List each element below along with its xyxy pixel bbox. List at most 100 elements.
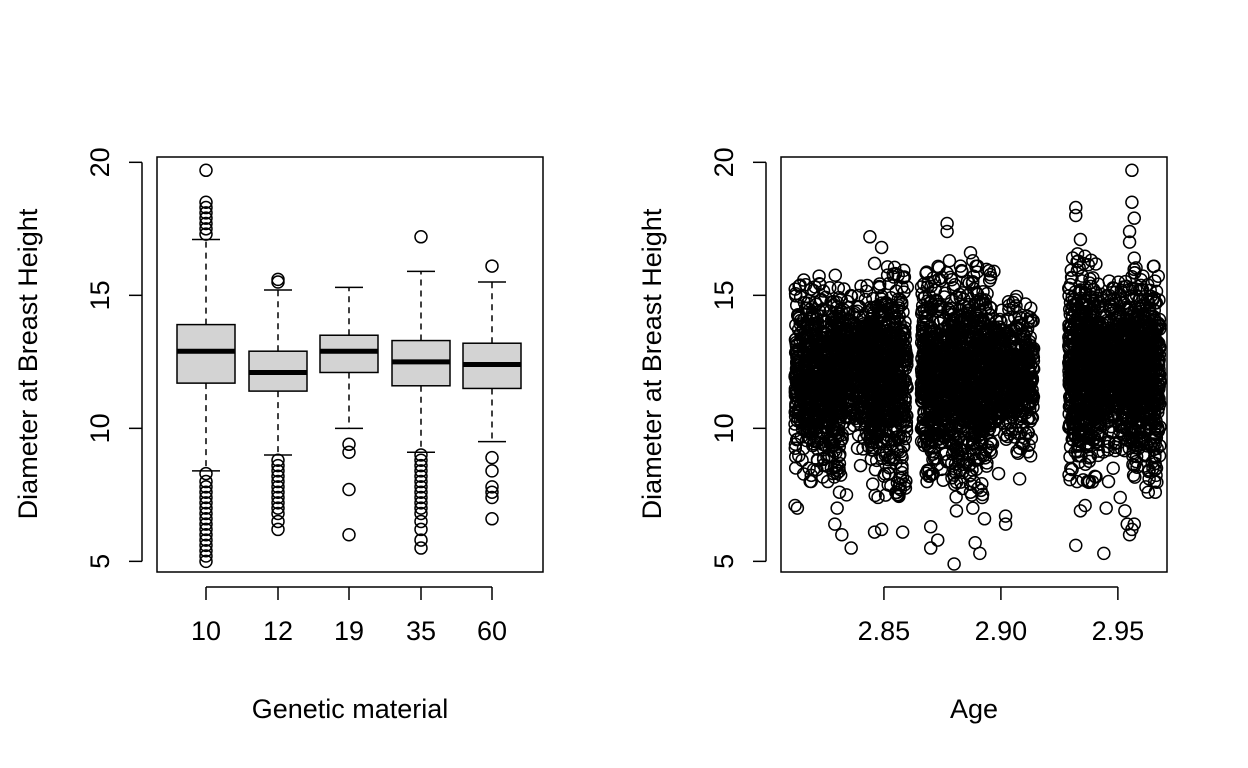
data-point [866, 477, 880, 491]
data-point [830, 394, 845, 409]
data-point [1068, 368, 1083, 382]
data-point [1092, 317, 1107, 332]
outlier-point [271, 458, 285, 473]
outlier-point [414, 506, 428, 521]
data-point [1108, 440, 1123, 454]
outlier-point [199, 222, 213, 236]
data-point [847, 316, 861, 330]
data-point [1000, 429, 1015, 444]
data-point [998, 342, 1013, 357]
data-point [875, 289, 889, 304]
data-point [895, 465, 909, 480]
data-point [813, 277, 827, 292]
data-point [882, 316, 896, 331]
outlier-point [414, 464, 428, 478]
outlier-point [199, 466, 213, 481]
outlier-point [414, 474, 428, 489]
data-point [988, 414, 1003, 429]
data-point [792, 361, 806, 375]
outlier-point [414, 496, 428, 510]
outlier-point [271, 522, 285, 537]
box-19 [319, 286, 379, 542]
data-point [1009, 299, 1023, 313]
data-point [914, 393, 929, 408]
data-point [879, 296, 893, 310]
outlier-point [414, 522, 428, 537]
data-point [869, 435, 884, 450]
data-point [1102, 348, 1116, 363]
data-point [1001, 294, 1016, 309]
outlier-point [199, 543, 213, 558]
data-point [806, 407, 821, 421]
data-point [1023, 449, 1038, 463]
data-point [919, 466, 933, 481]
data-point [807, 388, 821, 402]
x-axis-label: Genetic material [252, 694, 449, 724]
outlier-point [342, 445, 356, 460]
data-point [1068, 393, 1083, 407]
data-point [916, 314, 931, 329]
data-point [864, 367, 878, 382]
data-point [801, 337, 815, 351]
outlier-point [199, 533, 213, 547]
data-point [815, 337, 829, 352]
data-point [1001, 312, 1015, 326]
outlier-point [414, 490, 428, 505]
data-point [964, 333, 978, 347]
data-point [865, 442, 880, 457]
outlier-point [342, 482, 356, 497]
data-point [949, 432, 963, 447]
data-point [1102, 341, 1116, 356]
data-point [788, 441, 803, 455]
data-point [1012, 373, 1027, 388]
data-point [836, 316, 850, 331]
data-point [914, 434, 929, 449]
outlier-point [414, 501, 428, 515]
data-point [880, 350, 894, 365]
box-12 [248, 272, 308, 537]
data-point [804, 468, 819, 483]
data-point [1075, 428, 1089, 443]
data-point [1005, 422, 1019, 437]
data-point [832, 447, 847, 462]
scatter-points [788, 163, 1167, 571]
data-point [868, 488, 882, 503]
data-point [873, 327, 887, 342]
data-point [838, 409, 853, 424]
outlier-point [485, 480, 499, 494]
data-point [932, 382, 947, 396]
outlier-point [485, 490, 499, 505]
data-point [964, 310, 979, 325]
data-point [991, 381, 1005, 396]
data-point [1078, 457, 1093, 471]
data-point [1070, 297, 1084, 311]
data-point [828, 268, 843, 283]
outlier-point [271, 469, 285, 483]
data-point [800, 425, 815, 439]
data-point [917, 406, 932, 421]
data-point [960, 367, 974, 382]
data-point [836, 393, 850, 408]
data-point [1086, 433, 1101, 448]
data-point [1102, 358, 1117, 372]
data-point [894, 324, 908, 338]
data-point [1082, 430, 1097, 444]
data-point [1100, 379, 1115, 394]
data-point [1098, 398, 1112, 413]
outlier-point [199, 206, 213, 220]
data-point [864, 341, 878, 356]
data-point [881, 429, 896, 443]
data-point [810, 378, 825, 393]
data-point [949, 475, 964, 490]
data-point [1002, 302, 1016, 317]
data-point [1022, 438, 1036, 452]
data-point [992, 402, 1007, 417]
data-point [1063, 277, 1078, 292]
outlier-point [199, 480, 213, 494]
data-point [951, 327, 966, 342]
data-point [948, 388, 962, 403]
data-point [944, 419, 958, 434]
data-point [835, 431, 849, 446]
data-point [952, 376, 967, 390]
